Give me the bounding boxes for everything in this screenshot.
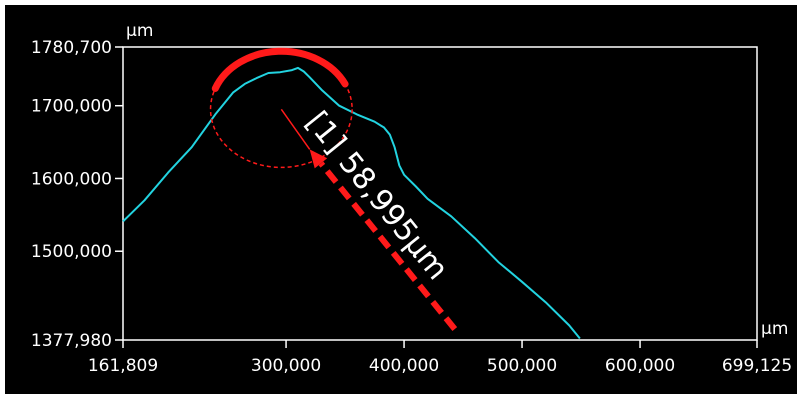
arrow-head bbox=[309, 149, 328, 169]
plot-frame bbox=[122, 46, 758, 341]
y-tick-label: 1700,000 bbox=[31, 97, 112, 117]
measured-arc bbox=[211, 47, 349, 92]
radius-line bbox=[280, 108, 311, 150]
x-tick-label: 161,809 bbox=[88, 356, 158, 376]
x-tick-label: 500,000 bbox=[487, 356, 557, 376]
x-tick-label: 400,000 bbox=[369, 356, 439, 376]
y-tick-label: 1377,980 bbox=[31, 331, 112, 351]
arrow-shaft bbox=[318, 161, 458, 331]
x-tick-label: 600,000 bbox=[605, 356, 675, 376]
y-tick-label: 1780,700 bbox=[31, 38, 112, 58]
y-unit-label: µm bbox=[126, 21, 153, 41]
x-unit-label: µm bbox=[761, 319, 788, 339]
measurement-label: [1] 58,995µm bbox=[299, 105, 455, 287]
plot-panel bbox=[5, 5, 797, 394]
x-tick-label: 699,125 bbox=[722, 356, 792, 376]
profile-line bbox=[122, 66, 581, 340]
y-tick-label: 1600,000 bbox=[31, 169, 112, 189]
y-tick-label: 1500,000 bbox=[31, 242, 112, 262]
x-tick-label: 300,000 bbox=[251, 356, 321, 376]
